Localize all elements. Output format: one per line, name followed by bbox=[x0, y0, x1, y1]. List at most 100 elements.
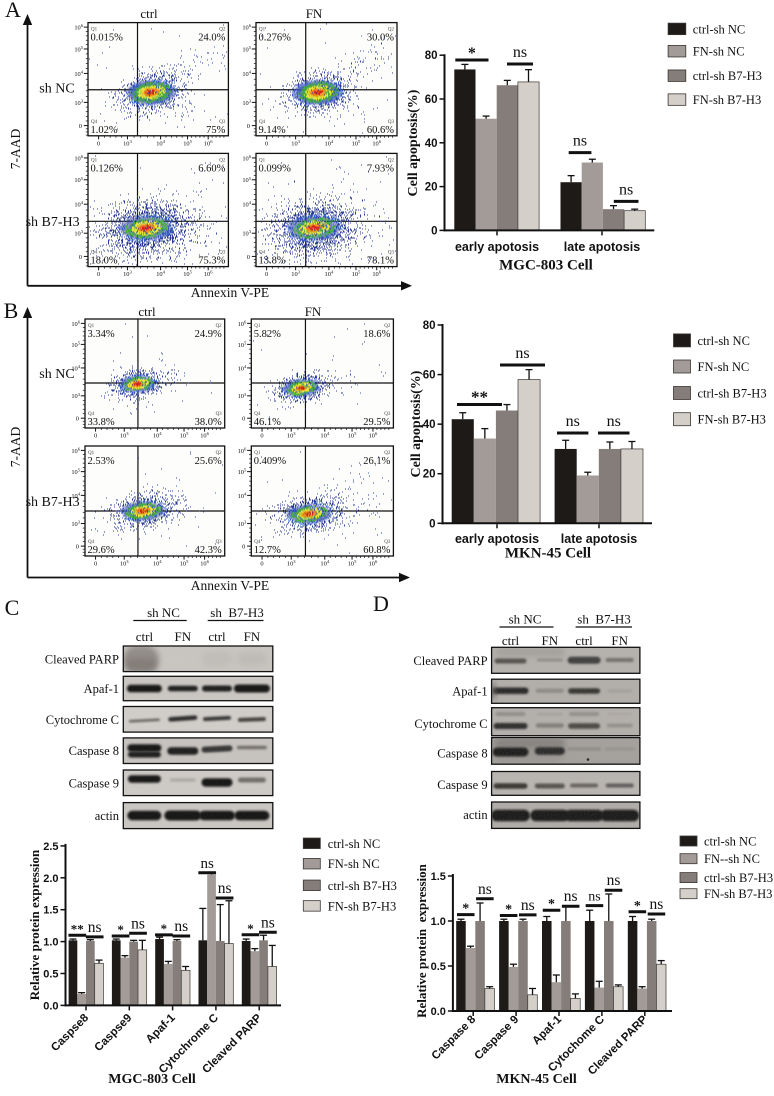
svg-text:1.0: 1.0 bbox=[43, 937, 58, 949]
svg-text:0.0: 0.0 bbox=[431, 1006, 446, 1018]
svg-text:12.7%: 12.7% bbox=[254, 545, 281, 556]
svg-text:20: 20 bbox=[423, 469, 436, 481]
svg-text:ctrl: ctrl bbox=[502, 633, 520, 648]
svg-text:D: D bbox=[373, 591, 389, 616]
svg-text:0: 0 bbox=[260, 561, 263, 568]
svg-text:60.6%: 60.6% bbox=[367, 125, 394, 136]
svg-text:Q2: Q2 bbox=[388, 158, 395, 163]
svg-text:ns: ns bbox=[607, 413, 621, 430]
svg-text:B: B bbox=[4, 298, 19, 323]
svg-text:Q4: Q4 bbox=[91, 251, 98, 256]
svg-text:2.5: 2.5 bbox=[43, 841, 58, 853]
svg-text:30.0%: 30.0% bbox=[367, 33, 394, 44]
svg-text:105: 105 bbox=[74, 45, 83, 53]
svg-text:0.126%: 0.126% bbox=[91, 163, 124, 174]
svg-text:FN-sh NC: FN-sh NC bbox=[328, 857, 380, 871]
svg-text:A: A bbox=[5, 0, 21, 22]
svg-text:105: 105 bbox=[348, 559, 357, 567]
svg-text:ctrl-sh B7-H3: ctrl-sh B7-H3 bbox=[698, 387, 767, 401]
svg-text:38.0%: 38.0% bbox=[195, 417, 222, 428]
svg-text:Q3: Q3 bbox=[219, 120, 226, 125]
svg-text:104: 104 bbox=[242, 200, 251, 208]
svg-text:sh B7-H3: sh B7-H3 bbox=[26, 215, 80, 230]
svg-text:early apotosis: early apotosis bbox=[455, 240, 539, 254]
svg-text:105: 105 bbox=[238, 340, 247, 348]
svg-text:Q3: Q3 bbox=[388, 251, 395, 256]
svg-text:60: 60 bbox=[423, 370, 436, 382]
svg-text:105: 105 bbox=[242, 45, 251, 53]
svg-text:3.34%: 3.34% bbox=[88, 329, 115, 340]
svg-text:MGC-803 Cell: MGC-803 Cell bbox=[499, 258, 593, 274]
svg-text:42.3%: 42.3% bbox=[195, 545, 222, 556]
svg-text:106: 106 bbox=[204, 139, 213, 147]
svg-text:Q3: Q3 bbox=[216, 412, 223, 417]
svg-text:FN: FN bbox=[541, 633, 558, 648]
svg-text:103: 103 bbox=[120, 431, 129, 439]
svg-text:ns: ns bbox=[588, 890, 600, 905]
svg-text:ctrl-sh B7-H3: ctrl-sh B7-H3 bbox=[328, 879, 397, 893]
svg-text:*: * bbox=[161, 921, 168, 936]
svg-text:Q2: Q2 bbox=[388, 28, 395, 33]
svg-text:FN-sh B7-H3: FN-sh B7-H3 bbox=[704, 887, 772, 901]
svg-text:104: 104 bbox=[238, 491, 247, 499]
svg-text:103: 103 bbox=[71, 520, 80, 528]
svg-text:Q1: Q1 bbox=[91, 28, 98, 33]
svg-text:ns: ns bbox=[564, 888, 578, 905]
svg-text:2.53%: 2.53% bbox=[88, 456, 115, 467]
svg-text:106: 106 bbox=[71, 446, 80, 454]
svg-text:0.0: 0.0 bbox=[43, 1000, 58, 1012]
svg-text:103: 103 bbox=[74, 98, 83, 106]
svg-text:0: 0 bbox=[76, 416, 79, 423]
svg-text:sh NC: sh NC bbox=[509, 612, 542, 627]
svg-text:ns: ns bbox=[650, 896, 664, 913]
svg-text:103: 103 bbox=[291, 270, 300, 278]
svg-text:106: 106 bbox=[242, 154, 251, 162]
svg-text:**: ** bbox=[471, 388, 488, 407]
svg-text:ctrl: ctrl bbox=[136, 629, 154, 644]
svg-text:106: 106 bbox=[204, 270, 213, 278]
svg-text:103: 103 bbox=[123, 139, 132, 147]
svg-text:ctrl: ctrl bbox=[575, 633, 593, 648]
svg-text:Q3: Q3 bbox=[384, 540, 391, 545]
svg-text:105: 105 bbox=[242, 176, 251, 184]
svg-text:105: 105 bbox=[183, 139, 192, 147]
svg-text:MKN-45 Cell: MKN-45 Cell bbox=[505, 546, 591, 562]
svg-text:105: 105 bbox=[180, 431, 189, 439]
svg-text:105: 105 bbox=[74, 176, 83, 184]
svg-text:104: 104 bbox=[74, 69, 83, 77]
svg-text:sh B7-H3: sh B7-H3 bbox=[210, 605, 263, 620]
svg-text:Caspase 8: Caspase 8 bbox=[437, 747, 487, 761]
svg-text:ns: ns bbox=[131, 915, 145, 932]
svg-text:sh NC: sh NC bbox=[39, 82, 74, 97]
svg-text:ns: ns bbox=[261, 914, 275, 931]
svg-text:80: 80 bbox=[425, 50, 438, 62]
svg-text:0: 0 bbox=[265, 271, 268, 278]
svg-text:103: 103 bbox=[287, 431, 296, 439]
svg-text:7-AAD: 7-AAD bbox=[8, 427, 23, 468]
svg-text:60.8%: 60.8% bbox=[363, 545, 390, 556]
svg-text:ns: ns bbox=[174, 918, 188, 935]
svg-text:106: 106 bbox=[372, 139, 381, 147]
svg-text:Q4: Q4 bbox=[259, 251, 266, 256]
svg-text:Apaf-1: Apaf-1 bbox=[452, 685, 487, 699]
svg-text:actin: actin bbox=[95, 809, 120, 823]
svg-text:106: 106 bbox=[71, 319, 80, 327]
svg-text:105: 105 bbox=[238, 468, 247, 476]
svg-text:0: 0 bbox=[79, 254, 82, 261]
svg-text:Q3: Q3 bbox=[388, 120, 395, 125]
svg-text:0: 0 bbox=[247, 254, 250, 261]
svg-text:103: 103 bbox=[71, 392, 80, 400]
svg-text:*: * bbox=[247, 921, 254, 936]
svg-text:104: 104 bbox=[74, 200, 83, 208]
svg-text:ns: ns bbox=[607, 872, 621, 889]
svg-text:2.0: 2.0 bbox=[43, 873, 58, 885]
svg-text:Cytochrome C: Cytochrome C bbox=[414, 717, 487, 731]
svg-text:0: 0 bbox=[431, 225, 437, 237]
svg-text:MKN-45 Cell: MKN-45 Cell bbox=[496, 1072, 577, 1087]
svg-text:24.9%: 24.9% bbox=[195, 329, 222, 340]
svg-text:26.1%: 26.1% bbox=[363, 456, 390, 467]
svg-text:106: 106 bbox=[200, 431, 209, 439]
svg-text:106: 106 bbox=[369, 559, 378, 567]
svg-text:0: 0 bbox=[94, 561, 97, 568]
svg-text:Caspase 9: Caspase 9 bbox=[437, 778, 487, 792]
